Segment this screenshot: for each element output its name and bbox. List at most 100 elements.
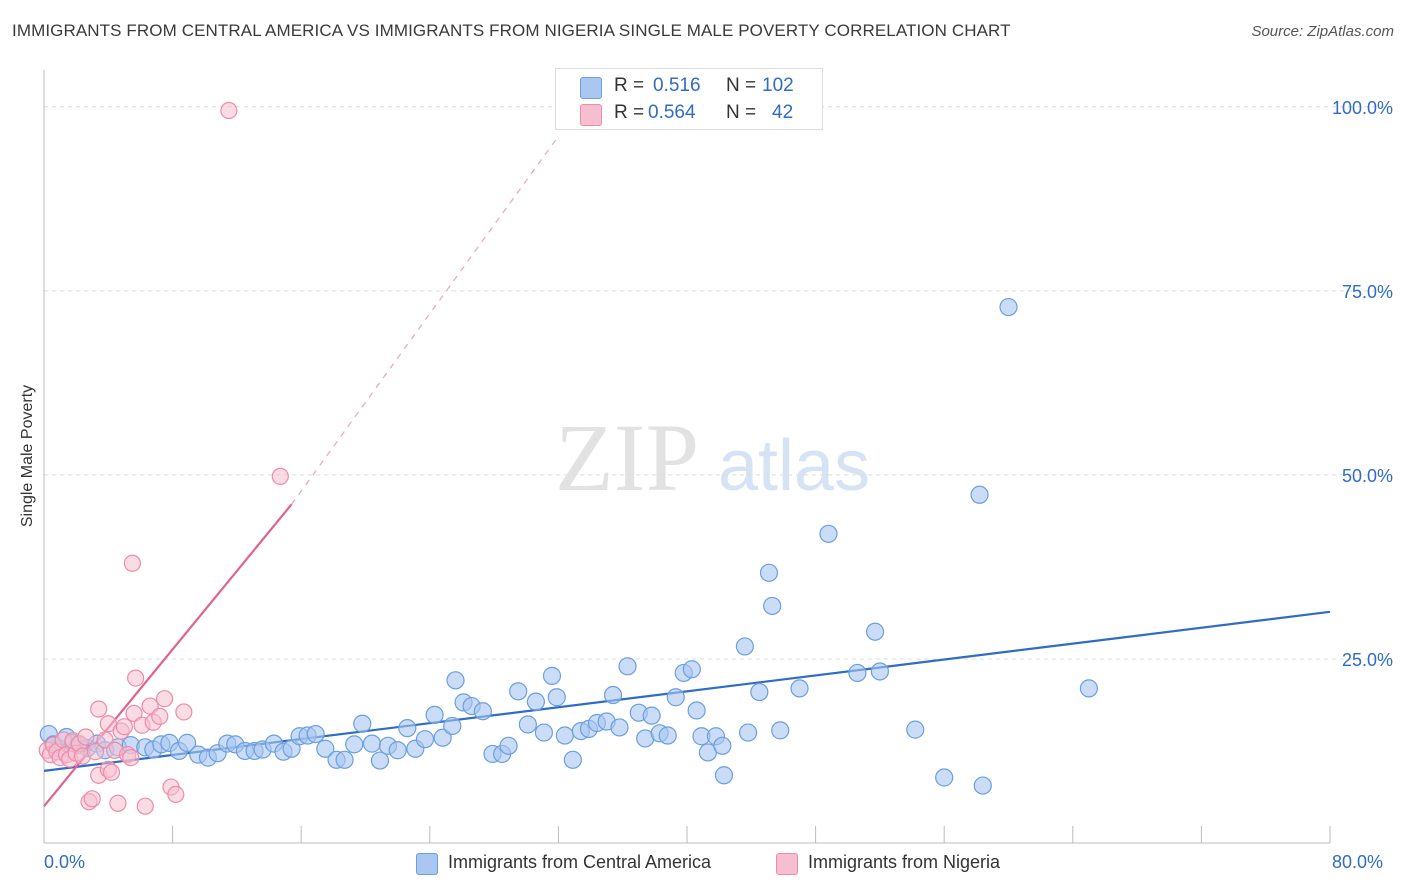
r-value: 0.564 bbox=[648, 102, 696, 123]
y-tick-label: 100.0% bbox=[1332, 98, 1393, 118]
data-point-central-america bbox=[870, 662, 890, 681]
series-central-america-points bbox=[39, 297, 1098, 795]
n-label: N = bbox=[726, 75, 757, 96]
data-point-central-america bbox=[819, 524, 838, 543]
legend-item-central-america: Immigrants from Central America bbox=[416, 851, 746, 877]
data-point-central-america bbox=[345, 735, 364, 754]
data-point-central-america bbox=[563, 750, 582, 769]
data-point-central-america bbox=[415, 730, 435, 749]
r-label: R = bbox=[614, 75, 645, 96]
data-point-central-america bbox=[526, 692, 545, 711]
data-point-central-america bbox=[398, 719, 417, 738]
data-point-nigeria bbox=[175, 703, 193, 721]
data-point-central-america bbox=[848, 663, 867, 683]
data-point-nigeria bbox=[115, 718, 133, 736]
data-point-central-america bbox=[618, 657, 637, 676]
data-point-central-america bbox=[603, 685, 623, 705]
data-point-nigeria bbox=[90, 700, 108, 718]
legend-swatch-blue bbox=[580, 77, 602, 99]
data-point-central-america bbox=[642, 706, 661, 725]
data-point-central-america bbox=[658, 726, 677, 745]
data-point-central-america bbox=[610, 718, 629, 737]
data-point-central-america bbox=[1079, 679, 1098, 698]
data-point-central-america bbox=[177, 733, 197, 752]
data-point-central-america bbox=[542, 666, 562, 685]
data-point-nigeria bbox=[136, 797, 154, 815]
y-tick-label: 75.0% bbox=[1342, 282, 1393, 302]
data-point-nigeria bbox=[83, 790, 101, 808]
data-point-central-america bbox=[999, 297, 1018, 317]
data-point-nigeria bbox=[123, 554, 142, 572]
data-point-central-america bbox=[316, 739, 335, 758]
legend-label: Immigrants from Nigeria bbox=[808, 852, 1001, 872]
data-point-central-america bbox=[714, 766, 734, 785]
data-point-nigeria bbox=[77, 728, 95, 746]
watermark-zip: ZIP bbox=[555, 404, 699, 511]
gridlines bbox=[44, 106, 1392, 660]
watermark-atlas: atlas bbox=[718, 426, 870, 506]
data-point-central-america bbox=[865, 622, 885, 641]
data-point-nigeria bbox=[109, 794, 127, 812]
data-point-central-america bbox=[473, 702, 492, 721]
data-point-nigeria bbox=[125, 704, 143, 723]
data-point-central-america bbox=[518, 715, 537, 734]
data-point-central-america bbox=[534, 723, 554, 742]
data-point-central-america bbox=[713, 736, 732, 755]
data-point-central-america bbox=[687, 701, 706, 720]
legend-swatch-pink bbox=[580, 104, 602, 126]
data-point-central-america bbox=[970, 485, 989, 504]
data-point-central-america bbox=[750, 682, 769, 702]
y-tick-label: 25.0% bbox=[1342, 650, 1393, 670]
y-tick-labels: 25.0% 50.0% 75.0% 100.0% bbox=[1332, 98, 1393, 670]
n-value: 102 bbox=[762, 75, 794, 96]
axes bbox=[43, 70, 1331, 844]
data-point-central-america bbox=[446, 671, 465, 690]
data-point-nigeria bbox=[220, 101, 238, 120]
data-point-central-america bbox=[973, 776, 992, 795]
data-point-central-america bbox=[935, 768, 954, 787]
correlation-legend: R = 0.516 N = 102 R = 0.564 N = 42 bbox=[555, 68, 823, 130]
n-label: N = bbox=[726, 102, 757, 123]
y-tick-label: 50.0% bbox=[1342, 466, 1393, 486]
data-point-central-america bbox=[763, 596, 782, 616]
series-nigeria-points bbox=[38, 101, 289, 815]
watermark: ZIP atlas bbox=[555, 404, 870, 511]
data-point-nigeria bbox=[167, 785, 185, 804]
data-point-central-america bbox=[666, 688, 685, 707]
x-tick-max: 80.0% bbox=[1332, 852, 1384, 872]
x-tick-min: 0.0% bbox=[44, 852, 86, 872]
data-point-central-america bbox=[388, 741, 407, 760]
n-value: 42 bbox=[772, 102, 794, 123]
data-point-central-america bbox=[555, 726, 574, 745]
data-point-central-america bbox=[735, 637, 754, 656]
trend-line-nigeria-extension bbox=[291, 135, 559, 505]
data-point-nigeria bbox=[127, 669, 145, 687]
data-point-central-america bbox=[425, 705, 444, 725]
data-point-central-america bbox=[790, 679, 809, 698]
data-point-central-america bbox=[509, 682, 528, 701]
data-point-nigeria bbox=[102, 763, 121, 781]
data-point-central-america bbox=[306, 724, 325, 744]
legend-swatch-pink bbox=[776, 853, 798, 875]
data-point-nigeria bbox=[151, 707, 169, 725]
data-point-central-america bbox=[443, 716, 462, 736]
data-point-central-america bbox=[771, 721, 790, 740]
legend-label: Immigrants from Central America bbox=[448, 852, 712, 872]
data-point-nigeria bbox=[155, 690, 174, 708]
chart-title: IMMIGRANTS FROM CENTRAL AMERICA VS IMMIG… bbox=[12, 21, 1011, 40]
r-label: R = bbox=[614, 102, 645, 123]
legend-swatch-blue bbox=[416, 853, 438, 875]
data-point-central-america bbox=[370, 751, 390, 770]
data-point-central-america bbox=[682, 660, 701, 679]
data-point-nigeria bbox=[122, 749, 140, 767]
data-point-central-america bbox=[362, 734, 382, 753]
legend-item-nigeria: Immigrants from Nigeria bbox=[776, 851, 1036, 877]
source-credit: Source: ZipAtlas.com bbox=[1251, 23, 1394, 40]
data-point-central-america bbox=[738, 723, 758, 742]
data-point-central-america bbox=[499, 736, 518, 755]
r-value: 0.516 bbox=[653, 75, 701, 96]
data-point-nigeria bbox=[271, 467, 289, 485]
data-point-central-america bbox=[906, 720, 925, 739]
data-point-central-america bbox=[335, 750, 354, 769]
